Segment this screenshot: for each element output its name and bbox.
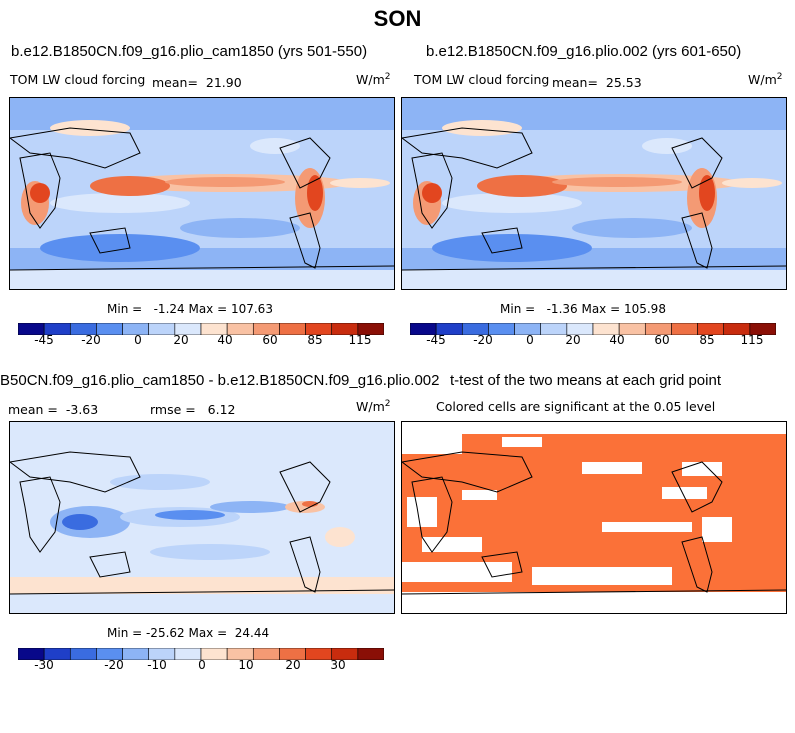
panel4-title: t-test of the two means at each grid poi… [450, 372, 721, 389]
panel2-mean-value: 25.53 [605, 75, 642, 90]
page-title: SON [373, 6, 422, 31]
panel3-units: W/m2 [356, 399, 391, 415]
panel2-case-title: b.e12.B1850CN.f09_g16.plio.002 (yrs 601-… [426, 43, 742, 60]
panel2-tick-label: 115 [740, 333, 764, 347]
panel2-map [401, 97, 787, 290]
panel2-tick-label: -45 [426, 333, 446, 347]
panel3-case-title: B50CN.f09_g16.plio_cam1850 - b.e12.B1850… [0, 372, 440, 389]
panel1-tick-label: 85 [307, 333, 323, 347]
panel4-subtitle: Colored cells are significant at the 0.0… [436, 399, 716, 414]
panel3-mean-value: -3.63 [65, 402, 99, 417]
panel3-map-svg [10, 422, 394, 613]
panel1-tick-label: 40 [217, 333, 233, 347]
panel1-map [9, 97, 395, 290]
panel3-tick-label: 30 [330, 658, 346, 672]
panel1-tick-label: 0 [134, 333, 142, 347]
panel2-variable-label: TOM LW cloud forcing [414, 72, 550, 87]
panel3-colorbar-ticks: -30 -20 -10 0 10 20 30 [18, 658, 384, 674]
panel1-tick-label: 115 [348, 333, 372, 347]
panel1-colorbar-ticks: -45 -20 0 20 40 60 85 115 [18, 333, 384, 349]
panel1-map-svg [10, 98, 394, 289]
panel2-tick-label: 20 [565, 333, 581, 347]
panel1-minmax: Min = -1.24 Max = 107.63 [107, 302, 273, 316]
panel3-tick-label: 10 [238, 658, 254, 672]
panel2-tick-label: 85 [699, 333, 715, 347]
panel3-map [9, 421, 395, 614]
panel2-colorbar-svg [409, 322, 777, 336]
panel3-minmax: Min = -25.62 Max = 24.44 [107, 626, 270, 640]
panel2-mean: mean= 25.53 [552, 75, 642, 90]
panel3-tick-label: -10 [147, 658, 167, 672]
panel3-tick-label: 20 [285, 658, 301, 672]
panel2-colorbar [409, 322, 777, 336]
panel1-case-title: b.e12.B1850CN.f09_g16.plio_cam1850 (yrs … [11, 43, 368, 60]
panel3-tick-label: -20 [104, 658, 124, 672]
panel1-mean: mean= 21.90 [152, 75, 242, 90]
panel3-colorbar [17, 647, 385, 661]
panel1-tick-label: 60 [262, 333, 278, 347]
panel1-colorbar-svg [17, 322, 385, 336]
panel2-map-svg [402, 98, 786, 289]
panel1-mean-value: 21.90 [205, 75, 242, 90]
panel2-minmax: Min = -1.36 Max = 105.98 [500, 302, 666, 316]
panel3-mean: mean = -3.63 [8, 402, 99, 417]
panel1-colorbar [17, 322, 385, 336]
panel3-tick-label: 0 [198, 658, 206, 672]
panel1-tick-label: -20 [81, 333, 101, 347]
panel4-map-svg [402, 422, 786, 613]
panel2-tick-label: -20 [473, 333, 493, 347]
panel2-tick-label: 40 [609, 333, 625, 347]
panel2-tick-label: 60 [654, 333, 670, 347]
panel2-colorbar-ticks: -45 -20 0 20 40 60 85 115 [410, 333, 776, 349]
panel1-tick-label: 20 [173, 333, 189, 347]
panel3-colorbar-svg [17, 647, 385, 661]
panel4-map [401, 421, 787, 614]
panel2-tick-label: 0 [526, 333, 534, 347]
panel1-tick-label: -45 [34, 333, 54, 347]
panel3-tick-label: -30 [34, 658, 54, 672]
panel3-rmse-value: 6.12 [207, 402, 236, 417]
panel3-rmse: rmse = 6.12 [150, 402, 236, 417]
panel1-variable-label: TOM LW cloud forcing [10, 72, 146, 87]
panel2-units: W/m2 [748, 72, 783, 88]
panel1-units: W/m2 [356, 72, 391, 88]
